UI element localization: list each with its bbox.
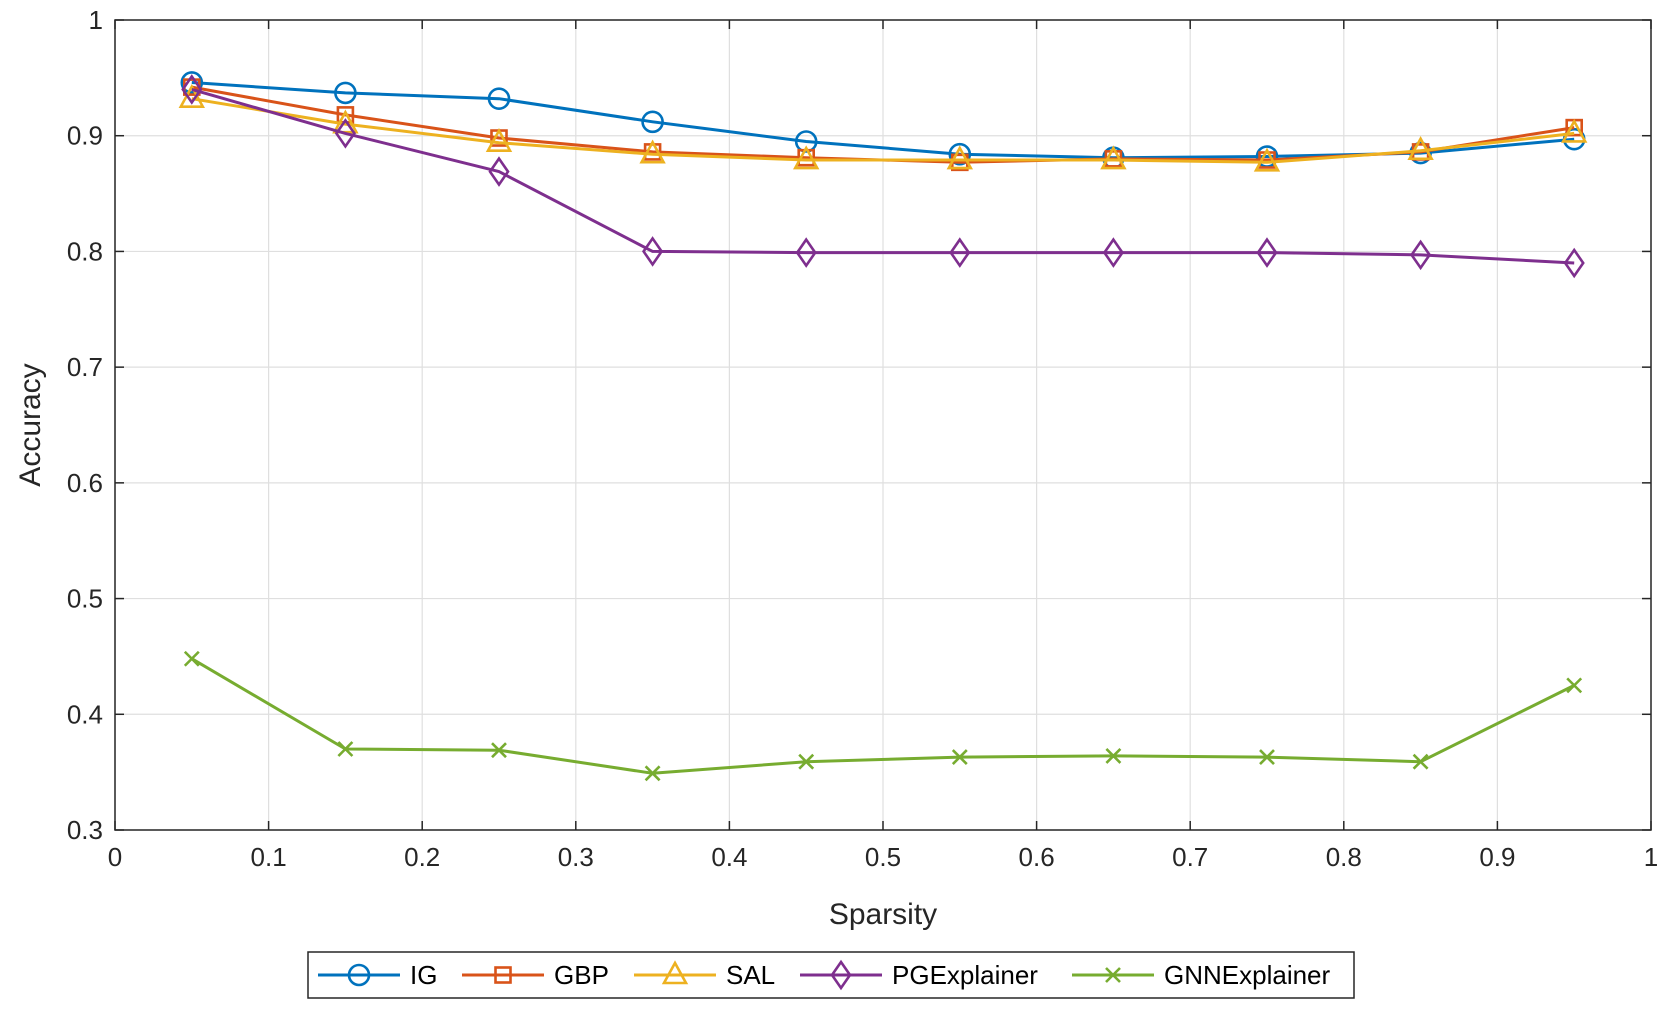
- x-tick-label: 0.7: [1172, 842, 1208, 872]
- data-point-pgexplainer: [1410, 239, 1432, 271]
- data-point-sal: [946, 145, 973, 170]
- x-tick-label: 0: [108, 842, 122, 872]
- data-point-ig: [334, 81, 357, 105]
- x-tick-label: 0.2: [404, 842, 440, 872]
- data-point-ig: [180, 71, 204, 94]
- legend-marker-gnnexplainer: [1105, 967, 1121, 983]
- legend-item-pgexplainer: PGExplainer: [800, 959, 1038, 991]
- series-gnnexplainer: [183, 650, 1583, 782]
- y-axis-ticks: 0.3 0.4 0.5 0.6 0.7 0.8 0.9 1: [67, 5, 1651, 845]
- series-pgexplainer: [181, 74, 1585, 279]
- data-point-ig: [794, 130, 818, 153]
- y-tick-label: 0.3: [67, 815, 103, 845]
- data-point-pgexplainer: [1102, 237, 1124, 268]
- x-axis-label: Sparsity: [829, 898, 937, 931]
- legend-marker-gbp: [494, 966, 512, 984]
- y-tick-label: 0.4: [67, 699, 103, 729]
- series-sal: [178, 83, 1588, 172]
- x-tick-label: 1: [1644, 842, 1658, 872]
- series-line-sal: [191, 97, 1575, 164]
- data-point-sal: [1100, 145, 1127, 170]
- data-point-pgexplainer: [334, 118, 356, 149]
- data-point-sal: [485, 127, 513, 152]
- legend: IG GBP SAL PGExplainer GNNExplainer: [307, 951, 1355, 999]
- data-point-gnnexplainer: [951, 749, 968, 766]
- data-point-sal: [639, 139, 666, 164]
- legend-marker-sal: [661, 960, 689, 985]
- data-point-sal: [1561, 118, 1588, 143]
- data-point-pgexplainer: [181, 74, 203, 105]
- data-point-pgexplainer: [1256, 237, 1278, 268]
- x-tick-label: 0.9: [1479, 842, 1515, 872]
- data-point-gnnexplainer: [1259, 749, 1275, 766]
- y-tick-label: 0.6: [67, 468, 103, 498]
- data-point-ig: [487, 87, 511, 110]
- series-line-pgexplainer: [191, 87, 1575, 265]
- data-point-pgexplainer: [1563, 247, 1585, 279]
- data-point-pgexplainer: [642, 236, 664, 267]
- data-point-ig: [948, 142, 972, 166]
- data-point-sal: [793, 145, 820, 170]
- x-tick-label: 0.8: [1326, 842, 1362, 872]
- data-point-gnnexplainer: [183, 650, 200, 667]
- legend-item-sal: SAL: [634, 960, 775, 990]
- legend-label-gnnexplainer: GNNExplainer: [1164, 960, 1331, 990]
- x-tick-label: 0.4: [711, 842, 747, 872]
- data-point-gnnexplainer: [491, 742, 507, 759]
- y-axis-label: Accuracy: [14, 363, 47, 486]
- data-point-pgexplainer: [949, 237, 971, 268]
- legend-label-sal: SAL: [726, 960, 775, 990]
- y-tick-label: 0.8: [67, 236, 103, 266]
- legend-item-gbp: GBP: [462, 960, 609, 990]
- data-point-gnnexplainer: [337, 741, 354, 757]
- data-point-gnnexplainer: [1412, 753, 1429, 770]
- data-point-gnnexplainer: [644, 765, 661, 782]
- data-point-gnnexplainer: [798, 753, 815, 770]
- data-point-ig: [641, 110, 664, 134]
- legend-item-gnnexplainer: GNNExplainer: [1072, 960, 1331, 990]
- y-tick-label: 0.5: [67, 584, 103, 614]
- legend-label-pgexplainer: PGExplainer: [892, 960, 1038, 990]
- legend-marker-ig: [347, 963, 371, 987]
- legend-marker-pgexplainer: [830, 959, 852, 991]
- legend-item-ig: IG: [318, 960, 437, 990]
- x-tick-label: 0.6: [1019, 842, 1055, 872]
- series-line-gnnexplainer: [191, 657, 1575, 775]
- x-tick-label: 0.1: [251, 842, 287, 872]
- data-point-sal: [1253, 147, 1281, 172]
- legend-label-gbp: GBP: [554, 960, 609, 990]
- y-tick-label: 0.9: [67, 121, 103, 151]
- y-tick-label: 0.7: [67, 352, 103, 382]
- x-tick-label: 0.5: [865, 842, 901, 872]
- x-axis-ticks: 0 0.1 0.2 0.3 0.4 0.5 0.6 0.7 0.8 0.9 1: [108, 20, 1658, 872]
- data-point-pgexplainer: [795, 237, 817, 268]
- data-point-sal: [1407, 136, 1434, 161]
- data-point-pgexplainer: [488, 156, 510, 187]
- data-point-gnnexplainer: [1105, 748, 1122, 764]
- x-tick-label: 0.3: [558, 842, 594, 872]
- series-layer: [178, 71, 1588, 782]
- y-tick-label: 1: [89, 5, 103, 35]
- legend-label-ig: IG: [410, 960, 437, 990]
- data-point-gnnexplainer: [1566, 677, 1583, 694]
